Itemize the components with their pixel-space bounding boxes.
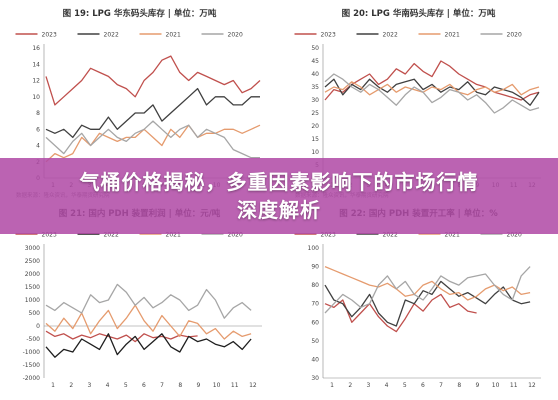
x-tick-label: 10	[492, 382, 500, 389]
banner-title-line-1: 气桶价格揭秘，多重因素影响下的市场行情	[79, 170, 479, 194]
y-tick-label: 100	[308, 245, 320, 252]
x-tick-label: 10	[213, 382, 221, 389]
legend-label-2021: 2021	[166, 232, 181, 239]
legend-label-2022: 2022	[104, 32, 119, 39]
y-tick-label: 80	[311, 282, 319, 289]
legend-label-2020: 2020	[228, 232, 243, 239]
legend-label-2021: 2021	[445, 32, 460, 39]
y-tick-label: 50	[311, 338, 319, 345]
y-tick-label: 30	[311, 97, 319, 104]
legend-label-2021: 2021	[166, 32, 181, 39]
legend-label-2022: 2022	[383, 232, 398, 239]
x-tick-label: 7	[439, 382, 443, 389]
x-tick-label: 2	[69, 382, 73, 389]
x-tick-label: 5	[403, 382, 407, 389]
y-tick-label: 1500	[25, 284, 40, 291]
y-tick-label: 8	[36, 110, 40, 117]
x-tick-label: 12	[249, 382, 257, 389]
x-tick-label: 8	[457, 382, 461, 389]
y-tick-label: 10	[32, 94, 40, 101]
banner-title-line-2: 深度解析	[237, 198, 321, 222]
series-line-2023	[45, 330, 198, 343]
series-line-2021	[45, 124, 261, 163]
y-tick-label: 30	[311, 375, 319, 382]
series-line-2023	[324, 60, 540, 101]
y-tick-label: 4	[36, 143, 40, 150]
y-tick-label: 20	[311, 123, 319, 130]
series-line-2023	[45, 55, 261, 106]
title-banner: 气桶价格揭秘，多重因素影响下的市场行情 深度解析	[0, 158, 558, 234]
y-tick-label: 40	[311, 356, 319, 363]
x-tick-label: 9	[197, 382, 201, 389]
chart-title: 图 20: LPG 华南码头库存 | 单位：万吨	[342, 8, 496, 19]
legend-label-2020: 2020	[507, 32, 522, 39]
x-tick-label: 2	[348, 382, 352, 389]
chart-title: 图 19: LPG 华东码头库存 | 单位：万吨	[63, 8, 217, 19]
y-tick-label: -500	[26, 336, 40, 343]
legend-label-2020: 2020	[228, 32, 243, 39]
x-tick-label: 4	[385, 382, 389, 389]
x-tick-label: 12	[528, 382, 536, 389]
y-tick-label: 90	[311, 264, 319, 271]
x-tick-label: 11	[510, 382, 518, 389]
series-line-2022	[45, 87, 260, 139]
y-tick-label: 35	[311, 84, 319, 91]
x-tick-label: 6	[421, 382, 425, 389]
series-line-2020	[45, 283, 252, 319]
y-tick-label: 6	[36, 126, 40, 133]
y-tick-label: 1000	[25, 297, 40, 304]
x-tick-label: 8	[178, 382, 182, 389]
y-tick-label: -1000	[23, 349, 41, 356]
series-line-2020	[324, 73, 540, 114]
legend-label-2023: 2023	[42, 232, 57, 239]
x-tick-label: 4	[106, 382, 110, 389]
y-tick-label: 500	[29, 310, 41, 317]
series-line-2023	[324, 293, 477, 333]
x-tick-label: 5	[124, 382, 128, 389]
y-tick-label: 16	[32, 45, 40, 52]
x-tick-label: 3	[88, 382, 92, 389]
series-line-2022	[324, 78, 540, 106]
series-line-2021	[324, 81, 540, 96]
y-tick-label: 2000	[25, 271, 40, 278]
legend-label-2020: 2020	[507, 232, 522, 239]
x-tick-label: 1	[51, 382, 55, 389]
y-tick-label: -2000	[23, 375, 41, 382]
y-tick-label: 70	[311, 301, 319, 308]
series-line-2021	[45, 304, 252, 340]
series-line-2020	[324, 266, 531, 314]
x-tick-label: 11	[231, 382, 239, 389]
legend-label-2022: 2022	[104, 232, 119, 239]
x-tick-label: 3	[367, 382, 371, 389]
x-tick-label: 7	[160, 382, 164, 389]
x-tick-label: 9	[476, 382, 480, 389]
y-tick-label: 45	[311, 58, 319, 65]
y-tick-label: 15	[311, 136, 319, 143]
series-line-2022	[45, 333, 252, 358]
x-tick-label: 1	[330, 382, 334, 389]
y-tick-label: 10	[311, 149, 319, 156]
y-tick-label: 3000	[25, 245, 40, 252]
y-tick-label: 12	[32, 78, 40, 85]
y-tick-label: 25	[311, 110, 319, 117]
legend-label-2022: 2022	[383, 32, 398, 39]
y-tick-label: 60	[311, 319, 319, 326]
y-tick-label: 40	[311, 71, 319, 78]
x-tick-label: 6	[142, 382, 146, 389]
y-tick-label: 50	[311, 45, 319, 52]
series-line-2020	[45, 120, 260, 159]
legend-label-2023: 2023	[321, 32, 336, 39]
y-tick-label: -1500	[23, 362, 41, 369]
y-tick-label: 2500	[25, 258, 40, 265]
y-tick-label: 14	[32, 61, 40, 68]
series-line-2022	[324, 280, 531, 327]
legend-label-2021: 2021	[445, 232, 460, 239]
legend-label-2023: 2023	[42, 32, 57, 39]
legend-label-2023: 2023	[321, 232, 336, 239]
y-tick-label: 0	[36, 323, 40, 330]
